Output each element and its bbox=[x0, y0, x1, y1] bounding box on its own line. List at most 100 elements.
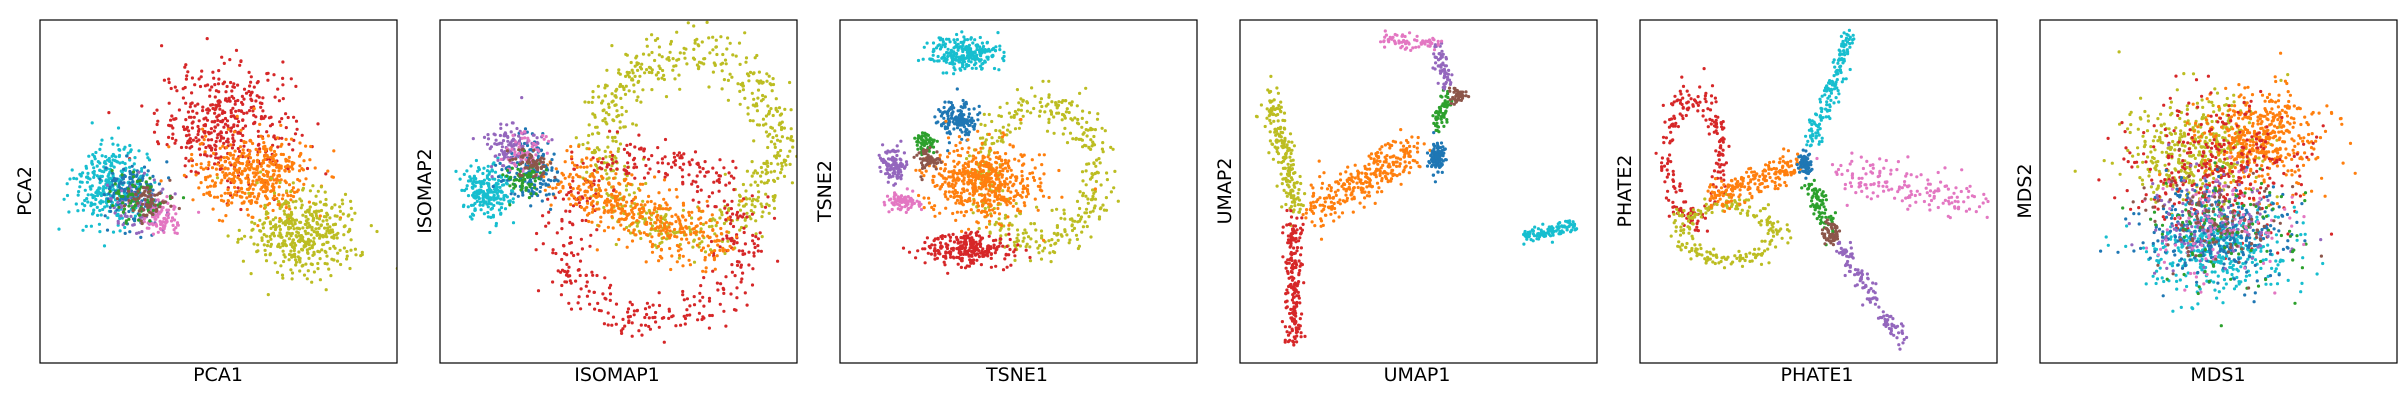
scatter-point bbox=[615, 201, 619, 205]
scatter-point bbox=[659, 247, 663, 251]
scatter-point bbox=[199, 166, 203, 170]
scatter-point bbox=[767, 74, 771, 78]
scatter-point bbox=[679, 230, 683, 235]
scatter-point bbox=[660, 316, 664, 320]
scatter-point bbox=[729, 207, 733, 211]
scatter-point bbox=[946, 54, 950, 59]
scatter-point bbox=[270, 232, 274, 236]
scatter-point bbox=[236, 98, 240, 103]
scatter-point bbox=[637, 147, 642, 151]
scatter-point bbox=[593, 115, 597, 119]
scatter-point bbox=[295, 127, 299, 131]
scatter-point bbox=[232, 124, 236, 128]
scatter-point bbox=[964, 127, 968, 131]
scatter-point bbox=[958, 55, 962, 60]
scatter-point bbox=[205, 108, 209, 112]
scatter-point bbox=[580, 247, 584, 251]
scatter-point bbox=[300, 203, 304, 207]
scatter-point bbox=[607, 105, 611, 109]
scatter-point bbox=[264, 169, 268, 173]
scatter-point bbox=[287, 155, 291, 159]
scatter-point bbox=[597, 186, 601, 190]
scatter-point bbox=[585, 196, 589, 200]
scatter-point bbox=[83, 188, 87, 192]
scatter-point bbox=[597, 308, 601, 313]
scatter-point bbox=[221, 219, 225, 223]
scatter-point bbox=[647, 216, 651, 220]
scatter-point bbox=[239, 181, 243, 185]
scatter-point bbox=[647, 53, 651, 57]
scatter-point bbox=[1092, 134, 1096, 139]
scatter-point bbox=[345, 257, 349, 261]
scatter-point bbox=[742, 204, 746, 208]
scatter-point bbox=[660, 157, 664, 161]
scatter-point bbox=[734, 166, 738, 170]
scatter-point bbox=[1041, 249, 1045, 253]
scatter-point bbox=[187, 133, 191, 137]
scatter-point bbox=[236, 131, 240, 135]
scatter-point bbox=[146, 186, 150, 190]
scatter-point bbox=[211, 70, 215, 74]
scatter-points bbox=[454, 20, 797, 344]
scatter-point bbox=[244, 176, 248, 180]
scatter-point bbox=[280, 205, 284, 209]
scatter-point bbox=[614, 302, 619, 306]
scatter-point bbox=[226, 137, 230, 141]
scatter-point bbox=[237, 109, 241, 113]
scatter-point bbox=[193, 83, 197, 87]
scatter-point bbox=[745, 215, 749, 219]
scatter-point bbox=[692, 303, 697, 307]
scatter-point bbox=[616, 113, 621, 118]
scatter-point bbox=[626, 165, 630, 169]
scatter-point bbox=[79, 173, 83, 177]
scatter-point bbox=[715, 52, 719, 57]
scatter-point bbox=[131, 209, 135, 213]
scatter-point bbox=[174, 138, 178, 142]
scatter-point bbox=[774, 106, 778, 110]
scatter-point bbox=[185, 74, 189, 78]
scatter-point bbox=[585, 205, 589, 209]
scatter-point bbox=[600, 161, 604, 165]
scatter-point bbox=[695, 174, 699, 178]
scatter-point bbox=[241, 148, 245, 152]
scatter-point bbox=[702, 57, 706, 61]
scatter-point bbox=[748, 197, 752, 201]
scatter-point bbox=[520, 178, 524, 182]
scatter-point bbox=[285, 218, 289, 223]
scatter-point bbox=[177, 108, 181, 112]
scatter-point bbox=[304, 244, 308, 248]
scatter-point bbox=[300, 167, 304, 171]
scatter-point bbox=[118, 148, 122, 152]
scatter-point bbox=[85, 197, 89, 201]
scatter-point bbox=[786, 154, 790, 158]
scatter-point bbox=[468, 215, 472, 219]
scatter-point bbox=[214, 156, 218, 160]
scatter-point bbox=[749, 209, 753, 213]
scatter-point bbox=[262, 243, 266, 247]
scatter-point bbox=[726, 216, 730, 220]
scatter-point bbox=[215, 136, 219, 140]
scatter-point bbox=[514, 157, 518, 161]
scatter-point bbox=[690, 182, 694, 186]
scatter-point bbox=[774, 97, 778, 101]
scatter-point bbox=[486, 205, 490, 209]
scatter-point bbox=[605, 200, 609, 204]
scatter-point bbox=[1093, 197, 1098, 201]
scatter-point bbox=[206, 175, 210, 179]
scatter-point bbox=[610, 100, 614, 104]
scatter-point bbox=[998, 48, 1002, 52]
scatter-point bbox=[716, 243, 720, 247]
scatter-point bbox=[687, 258, 691, 262]
scatter-point bbox=[789, 136, 793, 141]
scatter-point bbox=[110, 171, 115, 175]
scatter-point bbox=[489, 145, 493, 149]
scatter-point bbox=[229, 143, 233, 147]
scatter-point bbox=[595, 248, 599, 252]
scatter-point bbox=[70, 168, 74, 172]
scatter-point bbox=[206, 138, 210, 142]
scatter-point bbox=[259, 180, 263, 184]
scatter-point bbox=[706, 244, 710, 248]
scatter-point bbox=[574, 279, 578, 283]
scatter-point bbox=[1024, 231, 1028, 235]
scatter-point bbox=[601, 176, 605, 180]
